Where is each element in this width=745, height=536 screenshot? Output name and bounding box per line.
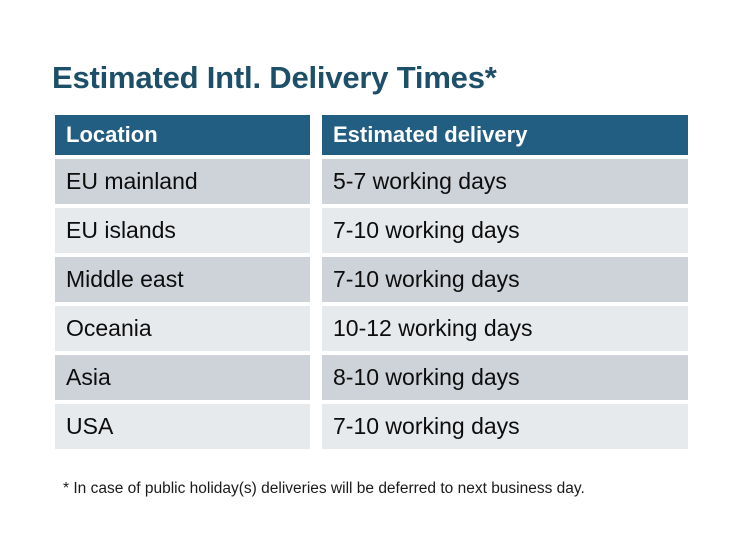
delivery-cell: 10-12 working days (322, 306, 688, 351)
delivery-cell: 7-10 working days (322, 257, 688, 302)
location-cell: Asia (55, 355, 310, 400)
footnote: * In case of public holiday(s) deliverie… (63, 480, 585, 497)
header-cell-delivery: Estimated delivery (322, 115, 688, 155)
delivery-times-table: Location Estimated delivery EU mainland … (55, 115, 688, 449)
delivery-cell: 8-10 working days (322, 355, 688, 400)
delivery-cell: 7-10 working days (322, 404, 688, 449)
header-cell-location: Location (55, 115, 310, 155)
location-cell: EU mainland (55, 159, 310, 204)
delivery-cell: 5-7 working days (322, 159, 688, 204)
page-title: Estimated Intl. Delivery Times* (52, 59, 497, 95)
location-cell: EU islands (55, 208, 310, 253)
location-cell: Middle east (55, 257, 310, 302)
delivery-cell: 7-10 working days (322, 208, 688, 253)
location-cell: Oceania (55, 306, 310, 351)
location-cell: USA (55, 404, 310, 449)
